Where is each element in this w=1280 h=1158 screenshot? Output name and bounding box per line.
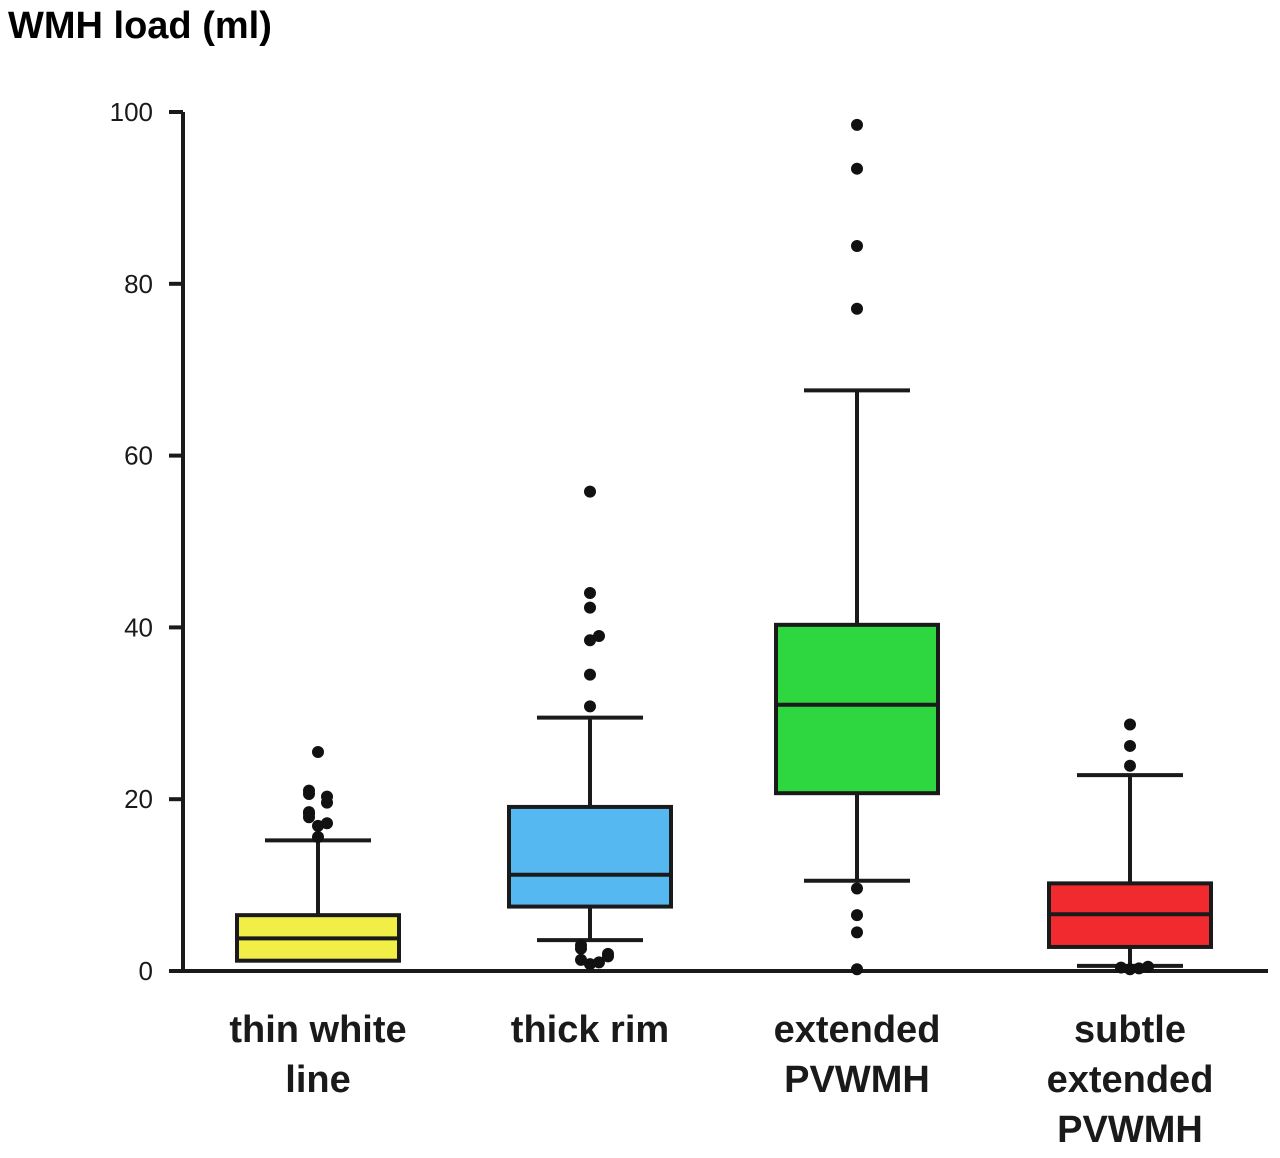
- outlier-point: [851, 118, 863, 131]
- y-tick-label: 40: [124, 612, 153, 642]
- outlier-point: [303, 784, 315, 797]
- x-tick-label-line: PVWMH: [1057, 1109, 1203, 1151]
- y-tick-label: 80: [124, 269, 153, 299]
- outlier-point: [851, 909, 863, 922]
- axes: 0 20 40 60 80 100: [110, 97, 1268, 986]
- x-tick-label-line: extended: [1047, 1059, 1214, 1101]
- outlier-point: [312, 745, 324, 758]
- boxes: [235, 118, 1213, 976]
- box-group: [1047, 718, 1213, 976]
- outlier-point: [593, 629, 605, 642]
- outlier-point: [602, 947, 614, 960]
- outlier-point: [851, 963, 863, 976]
- x-tick-label-line: thin white: [229, 1009, 406, 1051]
- outlier-point: [851, 302, 863, 315]
- outlier-point: [1124, 963, 1136, 976]
- y-tick-label: 100: [110, 97, 153, 127]
- x-tick-label-line: PVWMH: [784, 1059, 930, 1101]
- y-axis-title: WMH load (ml): [8, 5, 272, 47]
- x-tick-label-line: extended: [774, 1009, 941, 1051]
- outlier-point: [1124, 739, 1136, 752]
- outlier-point: [1142, 960, 1154, 973]
- x-tick-label: extended PVWMH: [774, 1009, 941, 1101]
- outlier-point: [851, 926, 863, 939]
- box-iqr: [774, 622, 940, 796]
- outlier-point: [1115, 961, 1127, 974]
- x-tick-label: subtle extended PVWMH: [1047, 1009, 1214, 1151]
- outlier-point: [312, 819, 324, 832]
- outlier-point: [312, 830, 324, 843]
- outlier-point: [584, 485, 596, 498]
- outlier-point: [584, 587, 596, 600]
- outlier-point: [584, 668, 596, 681]
- box-group: [235, 745, 401, 963]
- outlier-point: [584, 700, 596, 713]
- outlier-point: [321, 817, 333, 830]
- outlier-point: [593, 956, 605, 969]
- x-tick-label-line: thick rim: [511, 1009, 669, 1051]
- outlier-point: [1133, 962, 1145, 975]
- x-tick-label-line: line: [285, 1059, 350, 1101]
- x-tick-label: thin white line: [229, 1009, 406, 1101]
- outlier-point: [1124, 759, 1136, 772]
- outlier-point: [1124, 718, 1136, 731]
- outlier-point: [851, 240, 863, 253]
- y-tick-label: 20: [124, 784, 153, 814]
- outlier-point: [584, 601, 596, 614]
- box-group: [507, 485, 673, 971]
- outlier-point: [575, 939, 587, 952]
- outlier-point: [303, 806, 315, 819]
- outlier-point: [321, 790, 333, 803]
- outlier-point: [584, 634, 596, 647]
- outlier-point: [575, 953, 587, 966]
- y-tick-label: 60: [124, 441, 153, 471]
- box-iqr: [507, 804, 673, 909]
- x-tick-label-line: subtle: [1074, 1009, 1186, 1051]
- x-tick-label: thick rim: [511, 1009, 669, 1051]
- box-group: [774, 118, 940, 976]
- outlier-point: [851, 882, 863, 895]
- outlier-point: [851, 162, 863, 175]
- outlier-point: [584, 958, 596, 971]
- y-tick-label: 0: [139, 956, 153, 986]
